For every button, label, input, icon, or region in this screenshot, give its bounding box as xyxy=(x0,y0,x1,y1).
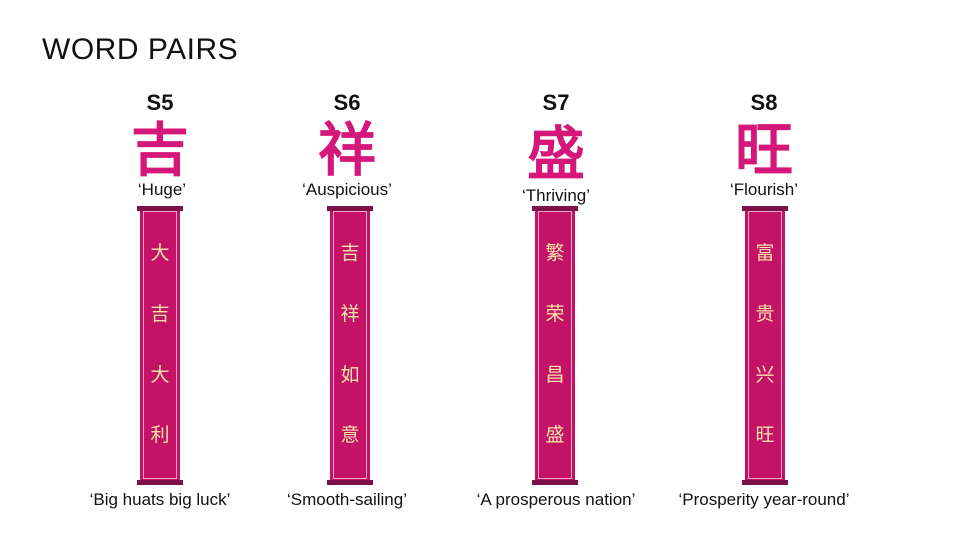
big-character: 旺 xyxy=(734,116,793,184)
banner-top-rod xyxy=(742,206,788,211)
big-character: 盛 xyxy=(526,120,585,188)
meaning-label: ‘Huge’ xyxy=(137,180,187,199)
couplet-banner: 吉 祥 如 意 xyxy=(327,206,373,485)
meaning-label: ‘Flourish’ xyxy=(729,180,799,199)
pair-id: S6 xyxy=(333,90,361,115)
word-pair-s6: S6 祥 ‘Auspicious’ 吉 祥 如 意 ‘Smooth-sailin… xyxy=(247,0,447,540)
banner-character: 祥 xyxy=(340,303,360,325)
caption: ‘A prosperous nation’ xyxy=(476,490,636,509)
banner-bottom-rod xyxy=(532,480,578,485)
banner-character: 贵 xyxy=(755,303,775,325)
banner-character: 富 xyxy=(755,242,775,264)
banner-bottom-rod xyxy=(137,480,183,485)
banner-character: 繁 xyxy=(545,242,565,264)
caption: ‘Smooth-sailing’ xyxy=(287,490,407,509)
meaning-label: ‘Thriving’ xyxy=(521,186,591,205)
big-character: 吉 xyxy=(130,116,189,184)
big-character: 祥 xyxy=(317,116,376,184)
banner-top-rod xyxy=(532,206,578,211)
banner-character: 荣 xyxy=(545,303,565,325)
banner-character: 兴 xyxy=(755,364,775,386)
banner-top-rod xyxy=(137,206,183,211)
banner-character: 利 xyxy=(150,424,170,446)
banner-top-rod xyxy=(327,206,373,211)
pair-id: S7 xyxy=(542,90,570,115)
word-pair-s7: S7 盛 ‘Thriving’ 繁 荣 昌 盛 ‘A prosperous na… xyxy=(456,0,656,540)
banner-bottom-rod xyxy=(327,480,373,485)
word-pair-s5: S5 吉 ‘Huge’ 大 吉 大 利 ‘Big huats big luck’ xyxy=(60,0,260,540)
banner-character: 吉 xyxy=(150,303,170,325)
slide-title: WORD PAIRS xyxy=(42,33,239,66)
banner-character: 旺 xyxy=(755,424,775,446)
meaning-label: ‘Auspicious’ xyxy=(302,180,392,199)
caption: ‘Prosperity year-round’ xyxy=(678,490,850,509)
banner-character: 吉 xyxy=(340,242,360,264)
banner-character: 盛 xyxy=(545,424,565,446)
banner-character: 昌 xyxy=(545,364,565,386)
pair-id: S8 xyxy=(750,90,778,115)
couplet-banner: 富 贵 兴 旺 xyxy=(742,206,788,485)
couplet-banner: 繁 荣 昌 盛 xyxy=(532,206,578,485)
pair-id: S5 xyxy=(146,90,174,115)
banner-character: 如 xyxy=(340,364,360,386)
banner-character: 大 xyxy=(150,364,170,386)
banner-bottom-rod xyxy=(742,480,788,485)
word-pair-s8: S8 旺 ‘Flourish’ 富 贵 兴 旺 ‘Prosperity year… xyxy=(664,0,864,540)
couplet-banner: 大 吉 大 利 xyxy=(137,206,183,485)
banner-character: 大 xyxy=(150,242,170,264)
caption: ‘Big huats big luck’ xyxy=(89,490,231,509)
banner-character: 意 xyxy=(340,424,360,446)
